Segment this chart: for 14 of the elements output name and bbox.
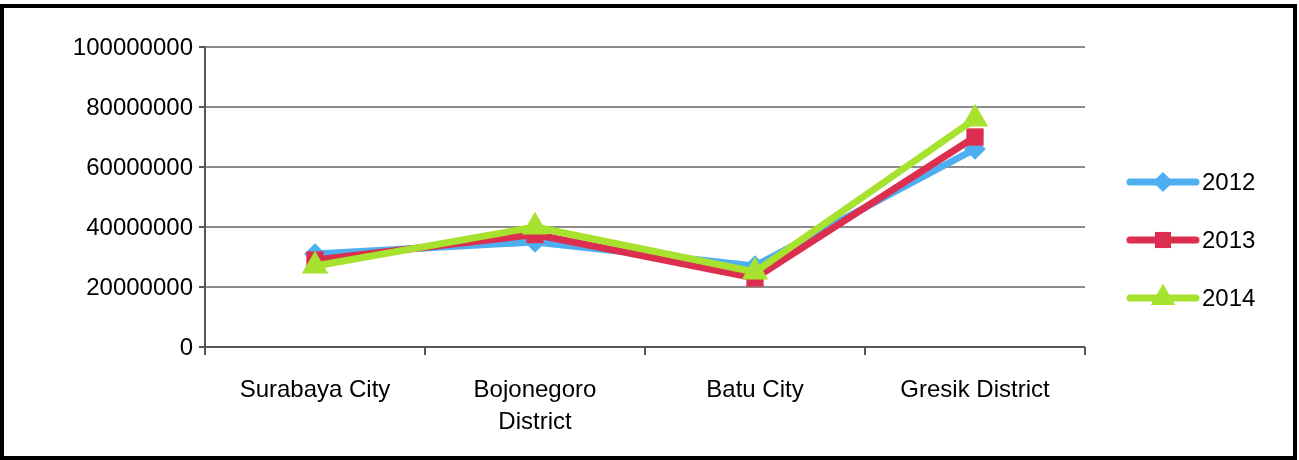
y-tick-label: 100000000 — [72, 33, 193, 61]
y-tick-label: 20000000 — [86, 273, 193, 301]
x-tick-label: Gresik District — [900, 375, 1050, 402]
point — [966, 128, 984, 146]
legend-label: 2012 — [1202, 168, 1256, 196]
legend-label: 2013 — [1202, 226, 1256, 254]
y-tick-label: 80000000 — [86, 93, 193, 121]
x-tick-label: Batu City — [706, 375, 804, 402]
y-tick-label: 40000000 — [86, 213, 193, 241]
legend-label: 2014 — [1202, 284, 1256, 312]
y-tick-label: 60000000 — [86, 153, 193, 181]
x-tick-label: Surabaya City — [239, 375, 391, 402]
y-tick-label: 0 — [179, 333, 193, 361]
x-tick-label: Bojonegoro District — [473, 375, 597, 434]
